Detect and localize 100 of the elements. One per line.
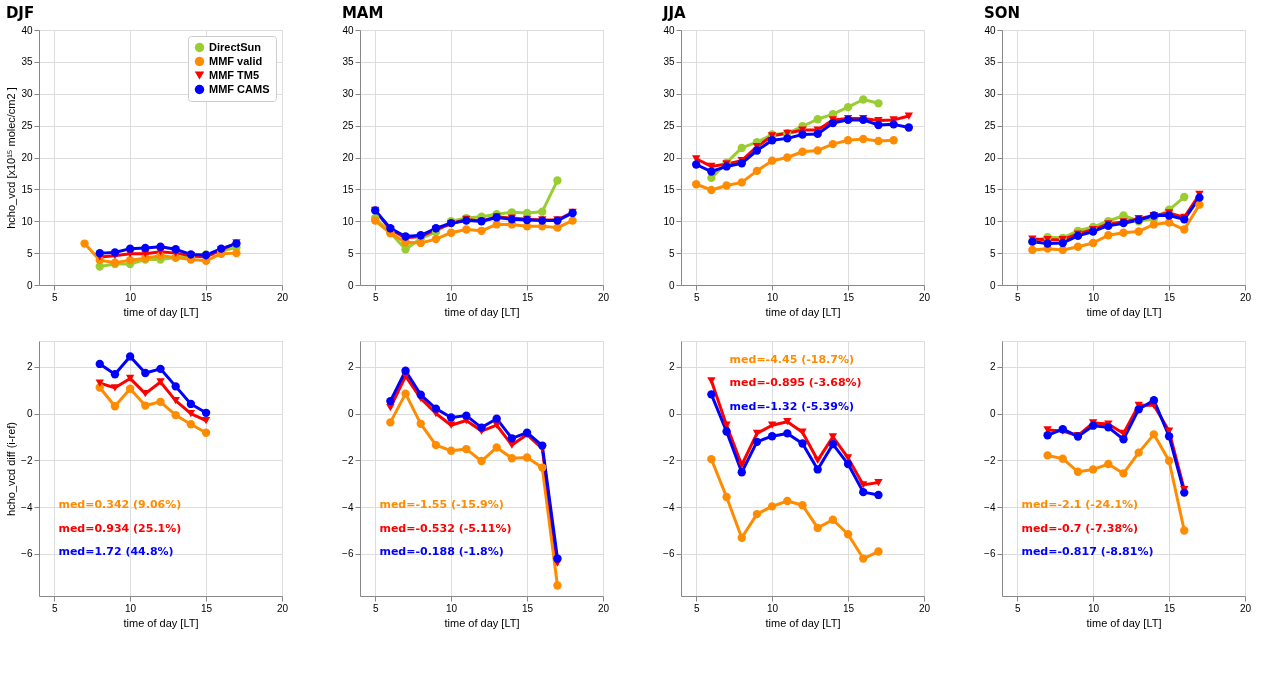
point: [1164, 432, 1174, 441]
chart-title: MAM: [341, 4, 384, 22]
point: [843, 136, 853, 145]
point: [110, 402, 120, 411]
point: [186, 399, 196, 409]
y-tick-label: 5: [668, 247, 675, 259]
point: [125, 352, 135, 361]
annotation: med=-0.895 (-3.68%): [729, 376, 862, 390]
x-tick-label: 5: [693, 602, 700, 614]
y-tick-label: −2: [342, 454, 354, 466]
y-tick-label: 0: [26, 408, 33, 420]
x-tick-label: 20: [918, 291, 931, 303]
point: [538, 441, 547, 450]
x-tick-label: 5: [51, 291, 58, 303]
point: [798, 428, 807, 436]
point: [1180, 192, 1189, 202]
point: [1073, 467, 1083, 476]
x-tick-label: 10: [1088, 602, 1100, 614]
annotation: med=-0.532 (-5.11%): [379, 521, 512, 535]
point: [1149, 430, 1159, 439]
point: [874, 136, 883, 146]
y-tick-label: 35: [984, 56, 996, 68]
y-tick-label: 0: [668, 408, 675, 420]
point: [1180, 526, 1189, 535]
point: [1104, 459, 1113, 469]
y-tick-label: 30: [984, 88, 996, 100]
point: [874, 99, 883, 108]
x-tick-label: 20: [1239, 291, 1252, 303]
legend-label: MMF CAMS: [209, 82, 270, 95]
y-tick-label: 25: [984, 120, 996, 132]
point: [156, 242, 165, 251]
point: [95, 359, 104, 369]
x-tick-label: 5: [1014, 602, 1021, 614]
point: [783, 134, 792, 143]
point: [95, 248, 104, 258]
point: [767, 156, 777, 165]
y-tick-label: 40: [21, 24, 33, 36]
point: [828, 118, 838, 128]
point: [431, 404, 441, 413]
point: [1149, 396, 1159, 405]
point: [707, 454, 716, 464]
point: [1134, 448, 1143, 457]
point: [1058, 238, 1067, 248]
point: [95, 379, 104, 387]
point: [416, 390, 425, 399]
point: [798, 501, 807, 510]
x-tick-label: 5: [372, 602, 379, 614]
point: [813, 129, 822, 139]
point: [859, 481, 868, 489]
point: [1119, 435, 1128, 444]
point: [462, 411, 471, 420]
point: [813, 465, 822, 474]
point: [722, 181, 731, 190]
point: [125, 374, 135, 383]
point: [507, 434, 517, 443]
y-tick-label: 25: [663, 120, 675, 132]
legend-label: MMF TM5: [209, 68, 260, 81]
x-axis-title: time of day [LT]: [123, 305, 199, 318]
y-tick-label: 2: [347, 361, 354, 373]
x-tick-label: 20: [276, 602, 289, 614]
annotation: med=-1.32 (-5.39%): [729, 399, 854, 413]
point: [874, 120, 883, 130]
y-tick-label: 15: [663, 183, 675, 195]
point: [416, 238, 425, 248]
y-tick-label: 20: [342, 152, 354, 163]
point: [462, 444, 471, 454]
annotation: med=-1.55 (-15.9%): [379, 498, 504, 512]
x-axis-title: time of day [LT]: [1086, 305, 1162, 318]
point: [1119, 469, 1128, 478]
point: [828, 515, 838, 524]
point: [843, 530, 853, 539]
annotation: med=0.342 (9.06%): [58, 498, 182, 512]
point: [446, 413, 456, 422]
point: [125, 255, 135, 265]
point: [1180, 225, 1189, 234]
point: [904, 112, 913, 120]
x-tick-label: 20: [276, 291, 289, 303]
point: [492, 414, 501, 423]
point: [171, 410, 180, 420]
point: [707, 377, 716, 385]
point: [1028, 245, 1037, 255]
x-tick-label: 15: [522, 602, 534, 614]
chart-title: JJA: [661, 4, 687, 22]
y-tick-label: 5: [347, 247, 354, 259]
point: [859, 487, 868, 497]
x-tick-label: 20: [1239, 602, 1252, 614]
x-tick-label: 20: [597, 291, 610, 303]
y-tick-label: 35: [21, 56, 33, 68]
point: [1104, 231, 1113, 240]
point: [201, 408, 211, 417]
point: [843, 102, 853, 112]
point: [1043, 451, 1052, 460]
y-tick-label: 30: [342, 88, 354, 100]
y-tick-label: 30: [663, 88, 675, 100]
x-tick-label: 15: [1164, 602, 1176, 614]
point: [522, 453, 532, 462]
point: [783, 429, 792, 438]
annotation: med=-0.188 (-1.8%): [379, 545, 504, 559]
point: [1088, 238, 1098, 248]
point: [156, 397, 165, 406]
